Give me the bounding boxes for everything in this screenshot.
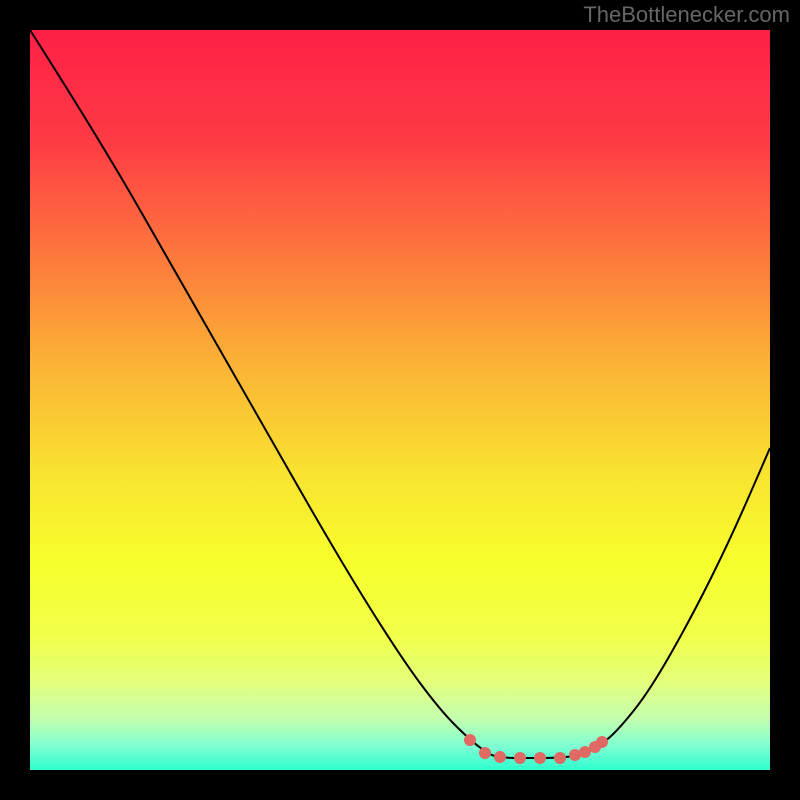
chart-background	[30, 30, 770, 770]
marker-point	[479, 747, 491, 759]
watermark-text: TheBottlenecker.com	[583, 2, 790, 28]
marker-point	[494, 751, 506, 763]
marker-point	[464, 734, 476, 746]
marker-point	[514, 752, 526, 764]
marker-point	[554, 752, 566, 764]
bottleneck-chart	[0, 0, 800, 800]
marker-point	[534, 752, 546, 764]
marker-point	[596, 736, 608, 748]
